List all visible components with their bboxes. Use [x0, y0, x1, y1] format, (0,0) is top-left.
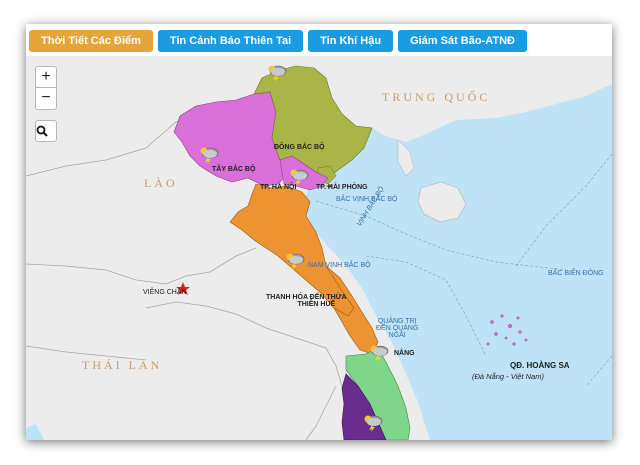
zoom-out-button[interactable]: − — [35, 88, 57, 110]
region-label-tay-bac-bo: TÂY BẮC BỘ — [212, 166, 256, 173]
region-label-da-nang: NẴNG — [394, 350, 415, 357]
country-label-china: TRUNG QUỐC — [382, 90, 491, 104]
maritime-boundaries — [315, 153, 612, 387]
region-label-thanh-hoa-hue: THANH HÓA ĐẾN THỪA THIÊN HUẾ — [266, 294, 347, 308]
country-label-thailand: THÁI LAN — [82, 358, 163, 372]
sea-area-west — [26, 424, 44, 440]
sea-label-nam-vinh-bac-bo: NAM VỊNH BẮC BỘ — [308, 262, 371, 269]
map-widget: Thời Tiết Các Điểm Tin Cảnh Báo Thiên Ta… — [26, 24, 612, 440]
islands-title: QĐ. HOÀNG SA — [510, 361, 570, 370]
map-canvas — [26, 65, 612, 440]
islands-subtitle: (Đà Nẵng - Việt Nam) — [472, 372, 544, 381]
city-label-vientiane: VIÊNG CHĂN — [143, 289, 187, 296]
tab-disaster-warning[interactable]: Tin Cảnh Báo Thiên Tai — [157, 30, 304, 52]
region-label-quang-tri-quang-ngai: QUẢNG TRỊ ĐẾN QUẢNG NGÃI — [376, 318, 419, 339]
tab-storm-monitoring[interactable]: Giám Sát Bão-ATNĐ — [398, 30, 527, 52]
thunderstorm-icon[interactable] — [288, 168, 310, 186]
zoom-in-button[interactable]: + — [35, 66, 57, 88]
sea-label-bac-vinh-bac-bo: BẮC VỊNH BẮC BỘ — [336, 196, 398, 203]
country-label-laos: LÀO — [144, 176, 178, 190]
region-label-ha-noi: TP. HÀ NỘI — [260, 184, 297, 191]
thunderstorm-icon[interactable] — [266, 64, 288, 82]
tab-climate-news[interactable]: Tin Khí Hậu — [308, 30, 394, 52]
hoang-sa-islands — [486, 314, 528, 346]
tab-bar: Thời Tiết Các Điểm Tin Cảnh Báo Thiên Ta… — [29, 30, 527, 52]
weather-map[interactable]: + − TRUNG QUỐC LÀO THÁI LAN TÂY BẮC BỘ Đ… — [26, 56, 612, 440]
thunderstorm-icon[interactable] — [284, 252, 306, 270]
capital-star-icon — [176, 282, 190, 295]
region-label-dong-bac-bo: ĐÔNG BẮC BỘ — [274, 144, 325, 151]
search-icon — [36, 125, 48, 137]
thunderstorm-icon[interactable] — [198, 146, 220, 164]
region-dong-bac-bo — [253, 65, 373, 179]
hainan-island — [417, 181, 467, 223]
sea-label-bien-dong: BẮC BIỂN ĐÔNG — [548, 270, 604, 277]
search-button[interactable] — [35, 120, 57, 142]
thunderstorm-icon[interactable] — [368, 344, 390, 362]
sea-area — [302, 84, 612, 440]
region-quang-tri-quang-ngai — [325, 265, 379, 355]
country-borders — [26, 113, 343, 440]
tab-weather-points[interactable]: Thời Tiết Các Điểm — [29, 30, 153, 52]
thunderstorm-icon[interactable] — [362, 414, 384, 432]
region-label-hai-phong: TP. HẢI PHÒNG — [316, 184, 368, 191]
